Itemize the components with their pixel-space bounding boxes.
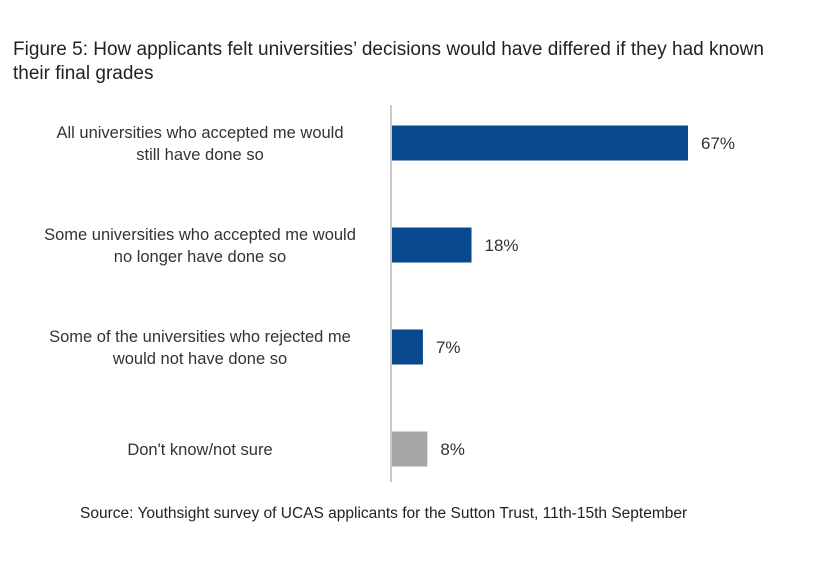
category-label-1: All universities who accepted me would st… [56, 124, 343, 164]
bar-3 [392, 329, 423, 365]
source-note: Source: Youthsight survey of UCAS applic… [80, 505, 688, 522]
category-label-line: Some of the universities who rejected me [49, 328, 351, 346]
category-label-line: still have done so [136, 146, 264, 164]
category-label-line: Don't know/not sure [127, 441, 272, 459]
bar-1 [392, 125, 688, 161]
bar-2 [392, 227, 472, 263]
category-label-line: would not have done so [112, 350, 287, 368]
value-label-4: 8% [440, 440, 465, 459]
category-label-line: Some universities who accepted me would [44, 226, 356, 244]
category-label-line: All universities who accepted me would [56, 124, 343, 142]
bar-4 [392, 431, 428, 467]
category-label-3: Some of the universities who rejected me… [49, 328, 351, 368]
category-label-4: Don't know/not sure [127, 441, 272, 459]
category-label-2: Some universities who accepted me would n… [44, 226, 356, 266]
value-label-2: 18% [485, 236, 519, 255]
category-label-line: no longer have done so [114, 248, 286, 266]
bar-chart: 67% All universities who accepted me woul… [44, 105, 735, 482]
chart-title: Figure 5: How applicants felt universiti… [13, 39, 764, 84]
value-label-1: 67% [701, 134, 735, 153]
value-label-3: 7% [436, 338, 461, 357]
